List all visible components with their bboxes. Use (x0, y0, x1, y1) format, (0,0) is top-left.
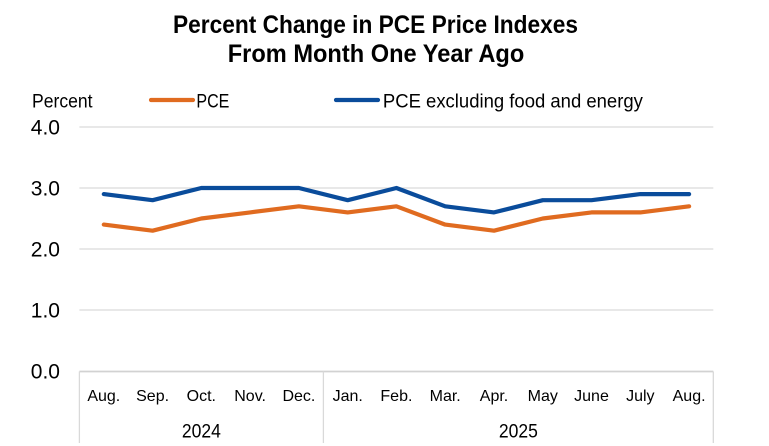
svg-text:1.0: 1.0 (31, 300, 60, 323)
svg-text:Percent: Percent (32, 91, 93, 112)
svg-text:3.0: 3.0 (31, 178, 60, 201)
svg-text:Dec.: Dec. (282, 388, 315, 405)
svg-text:Percent Change in PCE Price In: Percent Change in PCE Price Indexes (173, 11, 578, 39)
svg-text:July: July (626, 388, 654, 405)
svg-text:From Month One Year Ago: From Month One Year Ago (228, 40, 525, 68)
svg-text:Jan.: Jan. (333, 388, 363, 405)
svg-text:PCE excluding food and energy: PCE excluding food and energy (383, 91, 643, 112)
svg-text:Sep.: Sep. (136, 388, 169, 405)
svg-text:Mar.: Mar. (430, 388, 461, 405)
svg-text:0.0: 0.0 (31, 361, 60, 384)
svg-text:4.0: 4.0 (31, 117, 60, 140)
svg-text:2024: 2024 (182, 421, 221, 442)
svg-text:PCE: PCE (196, 91, 229, 112)
svg-text:Oct.: Oct. (187, 388, 216, 405)
svg-text:June: June (574, 388, 609, 405)
svg-text:Apr.: Apr. (480, 388, 508, 405)
svg-text:2025: 2025 (499, 421, 538, 442)
svg-text:Aug.: Aug. (87, 388, 120, 405)
svg-text:Feb.: Feb. (380, 388, 412, 405)
svg-text:Aug.: Aug. (673, 388, 706, 405)
svg-text:May: May (528, 388, 558, 405)
svg-text:2.0: 2.0 (31, 239, 60, 262)
svg-text:Nov.: Nov. (234, 388, 266, 405)
